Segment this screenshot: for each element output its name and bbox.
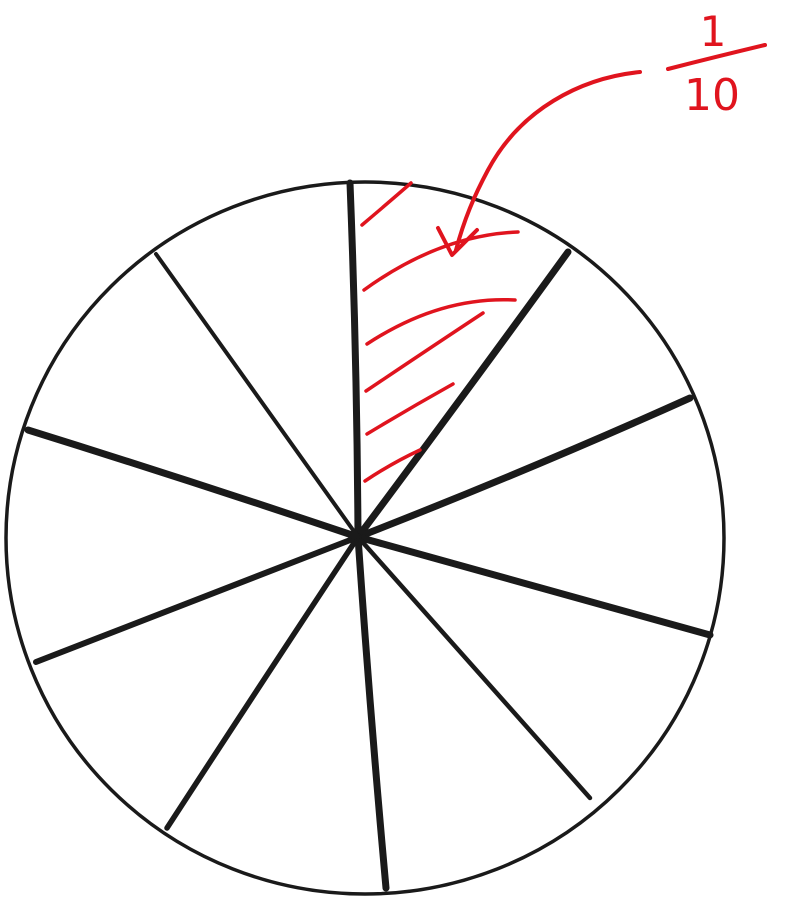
spoke-lower-right — [354, 533, 714, 639]
fraction-numerator: 1 — [700, 7, 727, 56]
fraction-bar — [666, 43, 767, 71]
arrow-head — [436, 226, 479, 257]
hatch-line — [362, 230, 520, 292]
spoke-lower-left — [33, 534, 361, 665]
fraction-label: 1 10 — [666, 7, 767, 121]
arrow-shaft — [454, 70, 642, 252]
pointer-arrow — [436, 70, 642, 257]
hatch-line — [365, 297, 517, 346]
hatch-line — [364, 311, 485, 393]
spoke-upper-left — [154, 252, 360, 539]
sector-dividers — [24, 179, 714, 892]
hatch-line — [363, 448, 422, 483]
spoke-left — [24, 426, 362, 541]
spoke-bottom-left — [164, 534, 361, 831]
hatch-line — [360, 181, 413, 227]
spoke-bottom — [354, 533, 390, 892]
outer-circle — [4, 180, 726, 896]
spoke-upper-right — [354, 248, 572, 541]
spoke-top — [346, 179, 362, 541]
spoke-bottom-right — [355, 534, 593, 801]
spoke-right — [354, 394, 694, 541]
shaded-sector-hatching — [360, 181, 520, 483]
fraction-denominator: 10 — [684, 70, 740, 121]
hatch-line — [365, 382, 455, 436]
